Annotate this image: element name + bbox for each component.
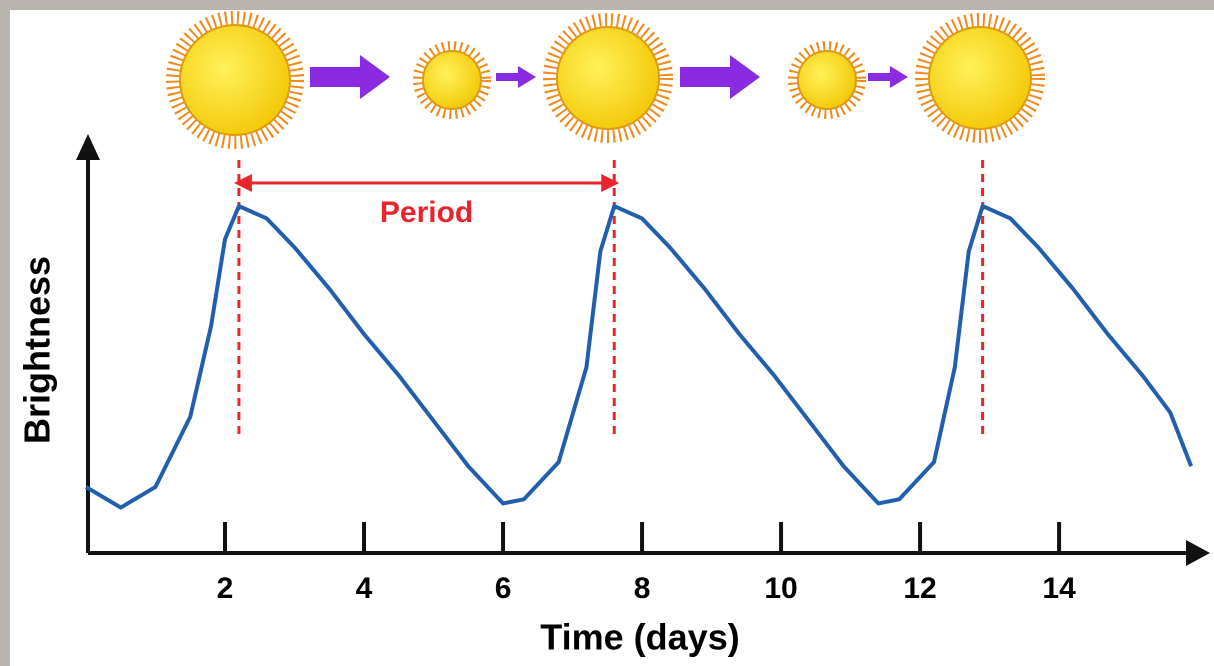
x-tick-label: 10 — [764, 572, 797, 605]
x-tick-label: 4 — [356, 572, 373, 605]
page: {"chart_data": {"type": "line", "x_label… — [0, 0, 1214, 666]
x-tick-label: 6 — [495, 572, 512, 605]
period-label: Period — [380, 196, 473, 229]
x-tick-label: 8 — [634, 572, 651, 605]
x-axis-label: Time (days) — [540, 617, 739, 658]
x-tick-label: 12 — [903, 572, 936, 605]
x-tick-label: 2 — [217, 572, 234, 605]
y-axis-label: Brightness — [17, 256, 58, 444]
chart: Brightness Time (days) 2 4 6 8 10 12 14 Period — [0, 0, 1214, 666]
x-tick-label: 14 — [1042, 572, 1076, 605]
